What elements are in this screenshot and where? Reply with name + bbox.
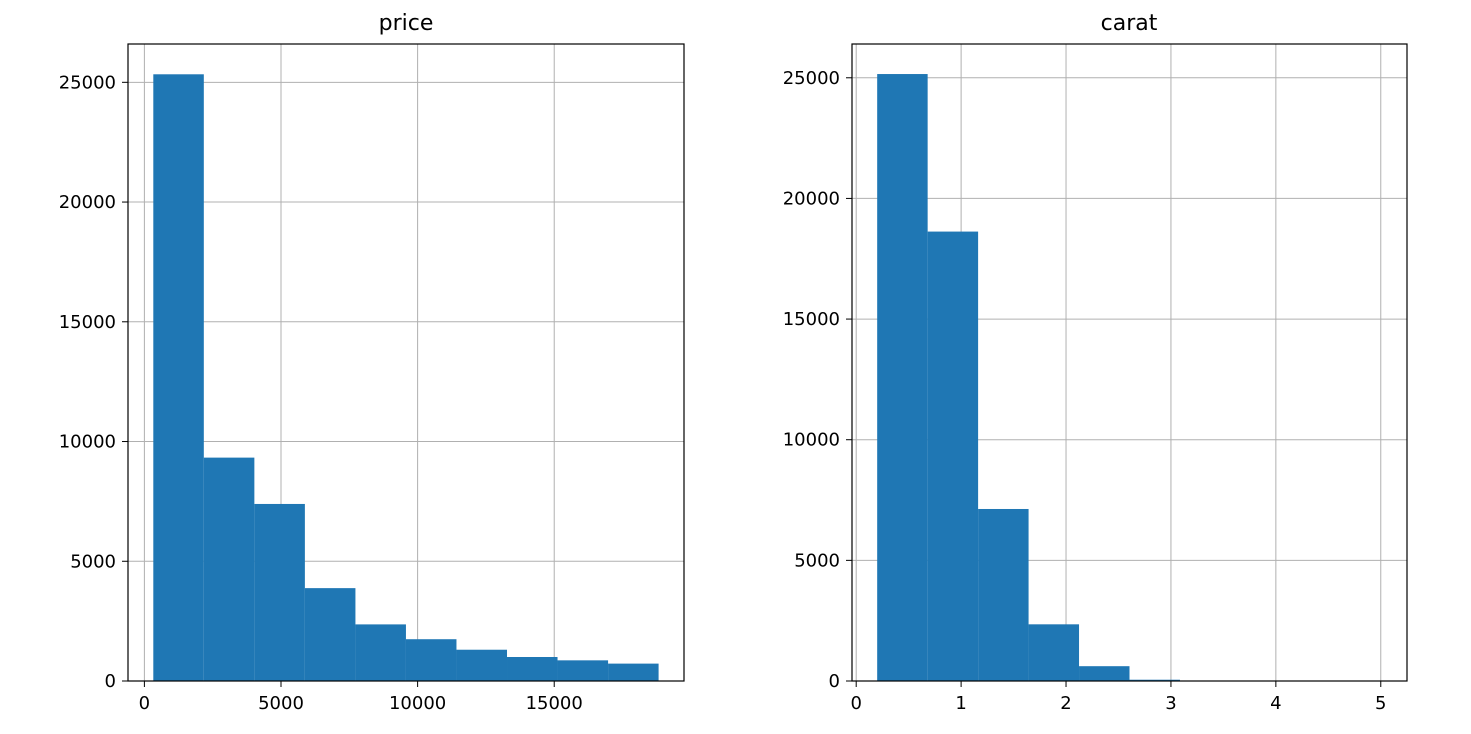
histogram-bar	[355, 624, 406, 681]
histogram-bar	[1028, 624, 1080, 681]
histogram-bar	[927, 231, 979, 681]
histogram-bar	[203, 457, 255, 681]
histogram-bar	[456, 649, 508, 681]
histogram-bar	[978, 508, 1029, 681]
price-histogram-panel: price 0 5000 10000 15000 0 5000 10000 15000 2000…	[59, 11, 685, 714]
histogram-bar	[507, 657, 558, 681]
histogram-bar	[1079, 666, 1130, 681]
histogram-bar	[405, 639, 457, 681]
x-tick-label: 3	[1165, 693, 1176, 714]
carat-chart-title: carat	[1101, 11, 1158, 36]
y-tick-label: 5000	[70, 551, 116, 572]
y-tick-label: 25000	[783, 68, 840, 89]
y-tick-label: 10000	[783, 430, 840, 451]
histogram-bar	[557, 660, 609, 681]
x-tick-label: 4	[1270, 693, 1281, 714]
histogram-bar	[608, 663, 659, 681]
x-tick-label: 5	[1375, 693, 1386, 714]
y-tick-label: 0	[105, 671, 116, 692]
carat-histogram-panel: carat 0 1 2 3 4 5 0 5000 10000 15000 20000 25000	[783, 11, 1408, 714]
y-tick-label: 10000	[59, 432, 116, 453]
y-tick-label: 20000	[783, 188, 840, 209]
y-tick-label: 0	[829, 671, 840, 692]
y-tick-label: 20000	[59, 192, 116, 213]
axes-frame	[851, 43, 1408, 682]
histogram-bar	[304, 588, 356, 681]
x-tick-label: 1	[955, 693, 966, 714]
x-tick-label: 0	[850, 693, 861, 714]
y-tick-label: 25000	[59, 72, 116, 93]
x-tick-label: 2	[1060, 693, 1071, 714]
x-tick-label: 0	[139, 693, 150, 714]
histogram-bar	[254, 503, 305, 681]
y-tick-label: 15000	[783, 309, 840, 330]
x-tick-label: 5000	[258, 693, 304, 714]
y-tick-label: 15000	[59, 312, 116, 333]
x-tick-label: 10000	[389, 693, 446, 714]
y-tick-label: 5000	[794, 550, 840, 571]
x-tick-label: 15000	[526, 693, 583, 714]
histogram-bar	[153, 74, 204, 682]
price-chart-title: price	[379, 11, 434, 36]
histogram-bar	[1129, 679, 1180, 681]
histogram-bar	[877, 74, 928, 681]
axes-frame	[127, 43, 685, 682]
